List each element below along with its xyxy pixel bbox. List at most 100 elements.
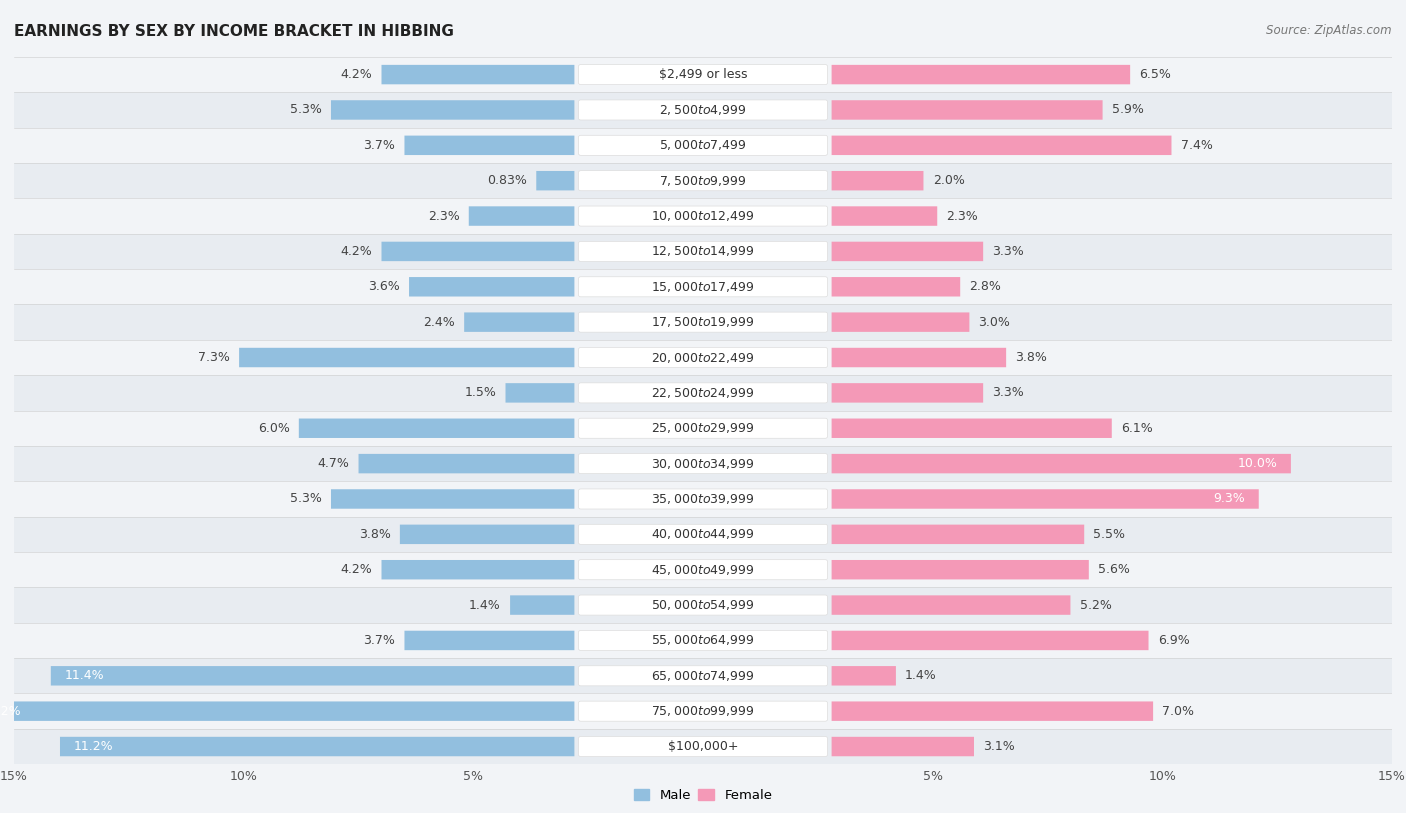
Text: $75,000 to $99,999: $75,000 to $99,999 [651, 704, 755, 718]
FancyBboxPatch shape [831, 595, 1070, 615]
FancyBboxPatch shape [831, 348, 1007, 367]
FancyBboxPatch shape [831, 277, 960, 297]
Text: 3.8%: 3.8% [359, 528, 391, 541]
FancyBboxPatch shape [578, 666, 828, 686]
Text: $45,000 to $49,999: $45,000 to $49,999 [651, 563, 755, 576]
Text: 11.4%: 11.4% [65, 669, 104, 682]
FancyBboxPatch shape [578, 418, 828, 438]
FancyBboxPatch shape [381, 241, 575, 261]
FancyBboxPatch shape [831, 454, 1291, 473]
Bar [14, 233, 1392, 269]
Bar [14, 552, 1392, 587]
Bar [14, 128, 1392, 163]
FancyBboxPatch shape [831, 171, 924, 190]
Legend: Male, Female: Male, Female [628, 784, 778, 807]
Text: $12,500 to $14,999: $12,500 to $14,999 [651, 245, 755, 259]
FancyBboxPatch shape [0, 702, 575, 721]
Text: 10.0%: 10.0% [1237, 457, 1277, 470]
Text: 4.7%: 4.7% [318, 457, 349, 470]
Text: $5,000 to $7,499: $5,000 to $7,499 [659, 138, 747, 152]
FancyBboxPatch shape [578, 737, 828, 757]
FancyBboxPatch shape [239, 348, 575, 367]
Text: 2.3%: 2.3% [427, 210, 460, 223]
FancyBboxPatch shape [381, 560, 575, 580]
Text: 5.5%: 5.5% [1094, 528, 1125, 541]
FancyBboxPatch shape [60, 737, 575, 756]
Bar [14, 517, 1392, 552]
Text: $15,000 to $17,499: $15,000 to $17,499 [651, 280, 755, 293]
Text: 1.4%: 1.4% [905, 669, 936, 682]
Bar [14, 57, 1392, 92]
Text: 3.0%: 3.0% [979, 315, 1011, 328]
Text: $22,500 to $24,999: $22,500 to $24,999 [651, 386, 755, 400]
FancyBboxPatch shape [330, 100, 575, 120]
FancyBboxPatch shape [578, 630, 828, 650]
Text: 7.0%: 7.0% [1163, 705, 1194, 718]
FancyBboxPatch shape [578, 312, 828, 333]
Text: 5.3%: 5.3% [290, 103, 322, 116]
Text: $25,000 to $29,999: $25,000 to $29,999 [651, 421, 755, 435]
Text: 5.2%: 5.2% [1080, 598, 1112, 611]
Bar [14, 269, 1392, 304]
Text: 4.2%: 4.2% [340, 245, 373, 258]
Bar [14, 623, 1392, 658]
FancyBboxPatch shape [831, 524, 1084, 544]
FancyBboxPatch shape [578, 276, 828, 297]
Text: 6.9%: 6.9% [1157, 634, 1189, 647]
Text: 3.3%: 3.3% [993, 245, 1024, 258]
FancyBboxPatch shape [578, 454, 828, 474]
Text: 2.3%: 2.3% [946, 210, 979, 223]
FancyBboxPatch shape [831, 65, 1130, 85]
Text: 5.3%: 5.3% [290, 493, 322, 506]
Bar [14, 411, 1392, 446]
Text: 5.9%: 5.9% [1112, 103, 1143, 116]
Bar [14, 587, 1392, 623]
Text: 6.5%: 6.5% [1139, 68, 1171, 81]
Bar [14, 729, 1392, 764]
Bar [14, 340, 1392, 375]
FancyBboxPatch shape [831, 241, 983, 261]
Text: 1.4%: 1.4% [470, 598, 501, 611]
Text: 3.1%: 3.1% [983, 740, 1015, 753]
Text: $20,000 to $22,499: $20,000 to $22,499 [651, 350, 755, 364]
FancyBboxPatch shape [578, 100, 828, 120]
Text: $55,000 to $64,999: $55,000 to $64,999 [651, 633, 755, 647]
FancyBboxPatch shape [831, 383, 983, 402]
FancyBboxPatch shape [359, 454, 575, 473]
FancyBboxPatch shape [831, 737, 974, 756]
Text: 4.2%: 4.2% [340, 68, 373, 81]
Bar [14, 481, 1392, 517]
FancyBboxPatch shape [330, 489, 575, 509]
Bar [14, 693, 1392, 729]
Text: $35,000 to $39,999: $35,000 to $39,999 [651, 492, 755, 506]
FancyBboxPatch shape [464, 312, 575, 332]
FancyBboxPatch shape [405, 136, 575, 155]
Bar [14, 92, 1392, 128]
FancyBboxPatch shape [578, 347, 828, 367]
FancyBboxPatch shape [536, 171, 575, 190]
Text: 2.0%: 2.0% [932, 174, 965, 187]
Bar [14, 659, 1392, 693]
Text: 7.4%: 7.4% [1181, 139, 1212, 152]
Text: $65,000 to $74,999: $65,000 to $74,999 [651, 669, 755, 683]
Text: $50,000 to $54,999: $50,000 to $54,999 [651, 598, 755, 612]
Text: 5.6%: 5.6% [1098, 563, 1130, 576]
Text: 1.5%: 1.5% [464, 386, 496, 399]
FancyBboxPatch shape [468, 207, 575, 226]
Text: $10,000 to $12,499: $10,000 to $12,499 [651, 209, 755, 223]
FancyBboxPatch shape [831, 207, 938, 226]
FancyBboxPatch shape [831, 419, 1112, 438]
Text: 3.7%: 3.7% [363, 139, 395, 152]
FancyBboxPatch shape [831, 631, 1149, 650]
Text: Source: ZipAtlas.com: Source: ZipAtlas.com [1267, 24, 1392, 37]
Text: 3.3%: 3.3% [993, 386, 1024, 399]
FancyBboxPatch shape [405, 631, 575, 650]
FancyBboxPatch shape [578, 64, 828, 85]
Text: 2.4%: 2.4% [423, 315, 456, 328]
FancyBboxPatch shape [831, 560, 1088, 580]
Text: 3.6%: 3.6% [368, 280, 399, 293]
Text: $100,000+: $100,000+ [668, 740, 738, 753]
FancyBboxPatch shape [578, 701, 828, 721]
Text: $2,500 to $4,999: $2,500 to $4,999 [659, 103, 747, 117]
Bar [14, 304, 1392, 340]
